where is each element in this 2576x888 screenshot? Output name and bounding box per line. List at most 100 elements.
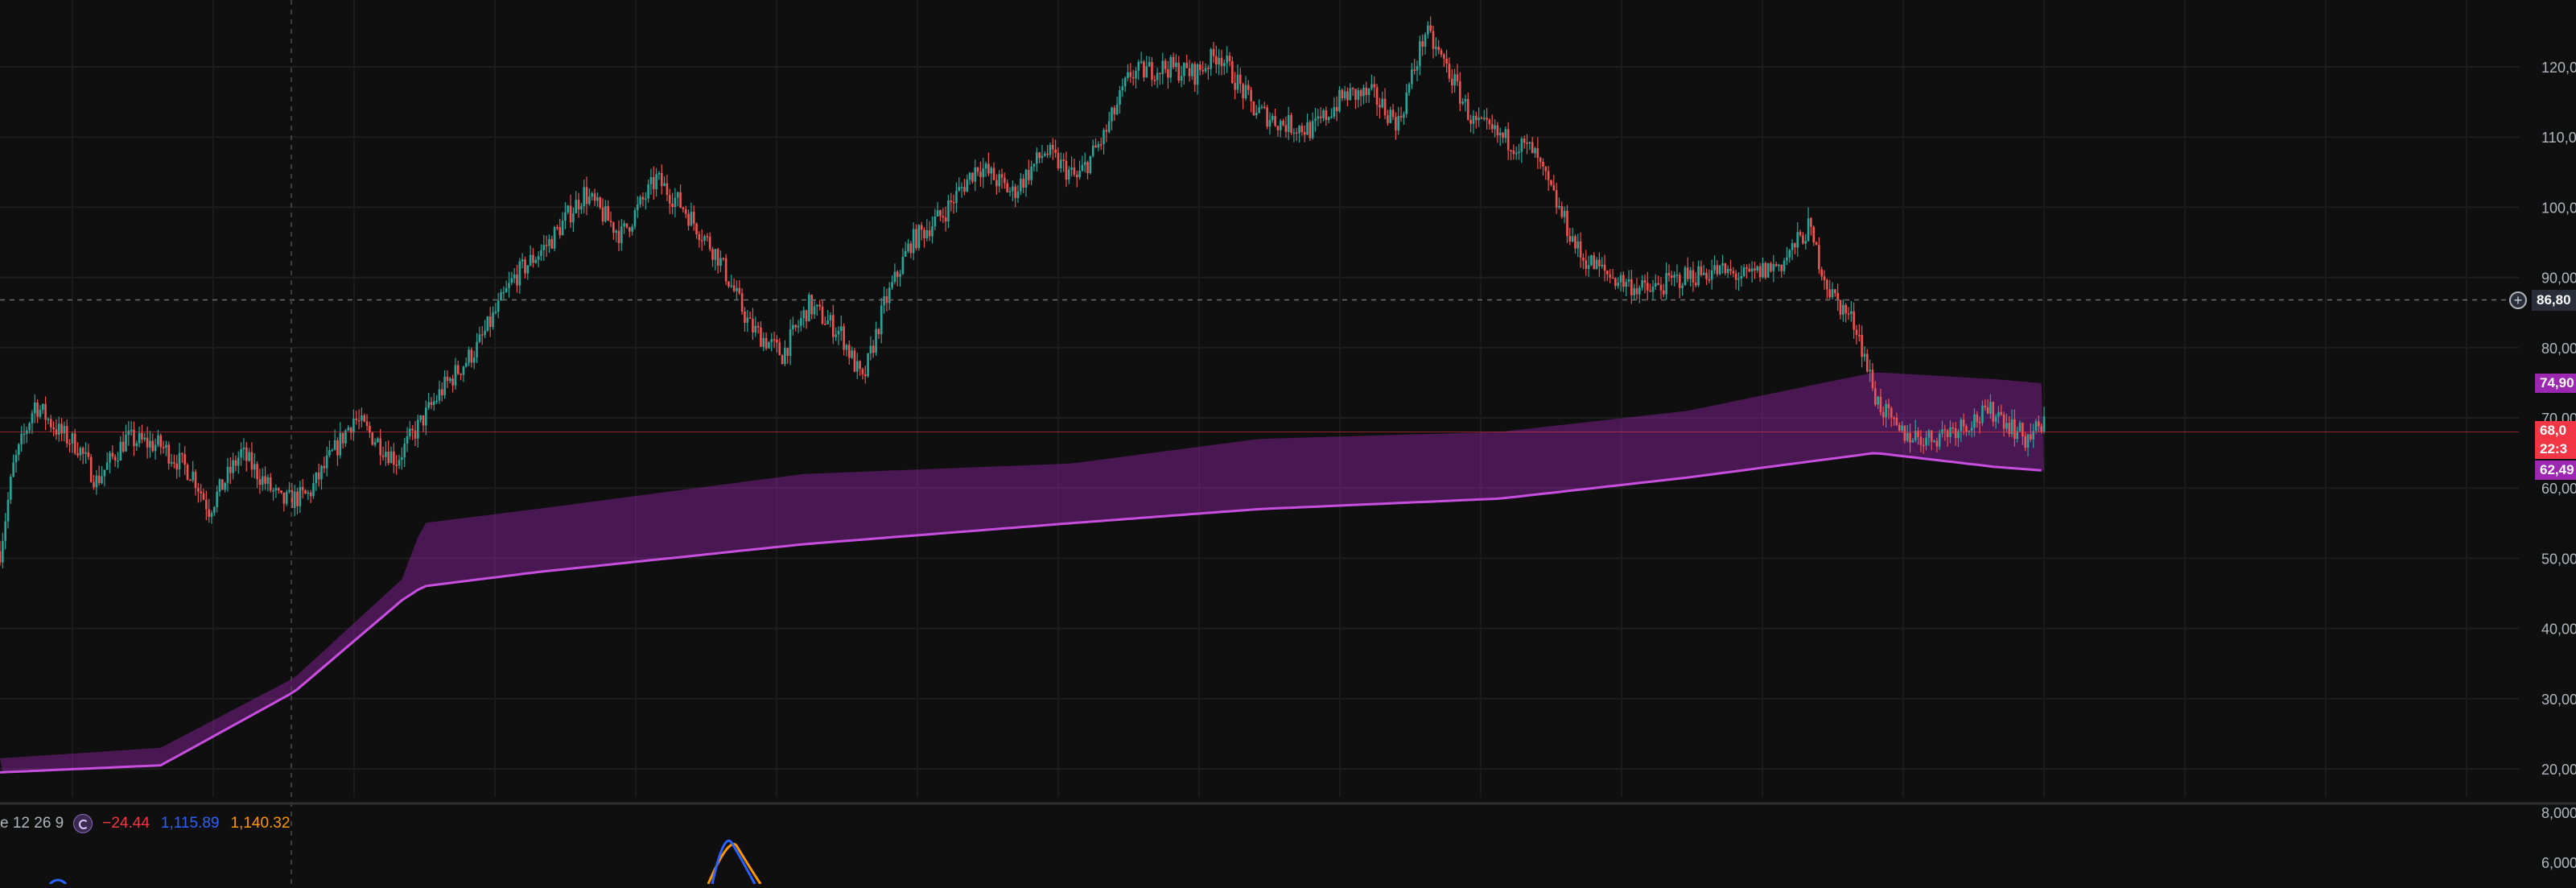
candle-body	[1260, 106, 1263, 109]
candle-body	[1006, 183, 1008, 192]
crosshair-price-badge[interactable]: + 86,80	[2509, 289, 2576, 311]
candle-body	[1710, 270, 1713, 280]
candle-body	[23, 433, 26, 436]
candle-body	[232, 460, 234, 473]
add-alert-icon[interactable]: +	[2509, 291, 2527, 309]
candle-body	[1089, 155, 1092, 174]
candle-body	[1770, 263, 1772, 271]
candle-body	[1343, 91, 1346, 99]
candle-body	[816, 304, 818, 307]
candle-body	[210, 513, 213, 518]
candle-body	[2010, 419, 2013, 435]
candle-body	[1510, 150, 1512, 151]
candle-body	[1450, 78, 1453, 86]
candle-body	[601, 207, 604, 221]
candle-body	[1335, 106, 1338, 111]
candle-body	[843, 326, 845, 350]
candle-body	[572, 213, 575, 223]
candle-body	[837, 330, 840, 335]
candle-body	[1716, 265, 1719, 275]
candle-body	[1788, 250, 1791, 258]
candle-body	[151, 440, 155, 452]
candle-body	[845, 345, 848, 350]
candle-body	[1020, 178, 1022, 192]
candle-body	[1183, 62, 1185, 76]
candle-body	[1855, 329, 1858, 335]
candle-body	[963, 187, 966, 192]
candle-body	[349, 427, 352, 433]
candle-body	[221, 479, 224, 490]
candle-body	[995, 180, 998, 187]
candle-body	[880, 305, 883, 335]
y-axis-tick-label: 80,00	[2541, 341, 2576, 357]
candle-body	[205, 499, 208, 510]
candle-body	[1263, 106, 1266, 109]
candle-body	[904, 250, 907, 257]
candle-body	[1681, 285, 1684, 288]
candle-body	[521, 259, 524, 262]
candle-body	[10, 477, 12, 500]
candle-body	[716, 249, 719, 266]
candle-body	[1303, 132, 1306, 135]
candle-body	[1078, 171, 1081, 178]
candle-body	[663, 183, 666, 187]
candle-body	[1496, 125, 1499, 136]
candle-body	[625, 223, 629, 228]
candle-body	[1191, 64, 1193, 76]
candle-body	[730, 285, 733, 287]
candle-body	[690, 212, 693, 226]
candle-body	[39, 410, 42, 417]
candle-body	[1882, 411, 1885, 418]
candle-body	[974, 167, 977, 182]
candle-body	[1389, 109, 1392, 123]
candle-body	[591, 193, 594, 197]
candle-body	[1713, 265, 1716, 271]
candle-body	[1014, 186, 1016, 198]
candle-body	[95, 475, 98, 488]
histogram-value: −24.44	[102, 815, 150, 832]
candle-body	[202, 493, 205, 500]
candle-body	[253, 464, 256, 470]
candle-body	[234, 460, 237, 466]
candle-body	[2018, 422, 2022, 432]
candle-body	[320, 465, 323, 480]
candle-body	[1383, 98, 1387, 116]
candle-body	[583, 187, 586, 207]
candle-body	[130, 429, 133, 432]
candle-body	[719, 258, 722, 266]
candle-body	[229, 466, 232, 473]
candle-body	[1437, 47, 1440, 51]
candle-body	[1598, 259, 1601, 266]
refresh-icon[interactable]	[73, 814, 93, 833]
candle-body	[1338, 89, 1341, 111]
candle-body	[1587, 265, 1590, 270]
candle-body	[722, 258, 725, 260]
candle-body	[727, 281, 730, 287]
candle-body	[976, 167, 979, 172]
candle-body	[1145, 66, 1148, 78]
candle-body	[189, 479, 192, 481]
candle-body	[1697, 266, 1700, 286]
candle-body	[296, 491, 299, 506]
candle-body	[1820, 269, 1823, 277]
candle-body	[1802, 235, 1804, 244]
y-axis-tick-label: 90,00	[2541, 271, 2576, 287]
candle-body	[1694, 283, 1697, 286]
candle-body	[1193, 64, 1197, 85]
candle-body	[1279, 121, 1282, 130]
candle-body	[1395, 117, 1397, 131]
candle-body	[1528, 142, 1531, 143]
candle-body	[47, 419, 50, 421]
candle-body	[1322, 110, 1325, 118]
candle-body	[1223, 63, 1226, 67]
candle-body	[1662, 290, 1665, 295]
candle-body	[1131, 76, 1135, 79]
candle-body	[1461, 101, 1464, 104]
candle-body	[242, 447, 245, 449]
candle-body	[1153, 80, 1156, 81]
candle-body	[1992, 402, 1995, 422]
candle-body	[1702, 272, 1705, 275]
candle-body	[770, 339, 773, 343]
